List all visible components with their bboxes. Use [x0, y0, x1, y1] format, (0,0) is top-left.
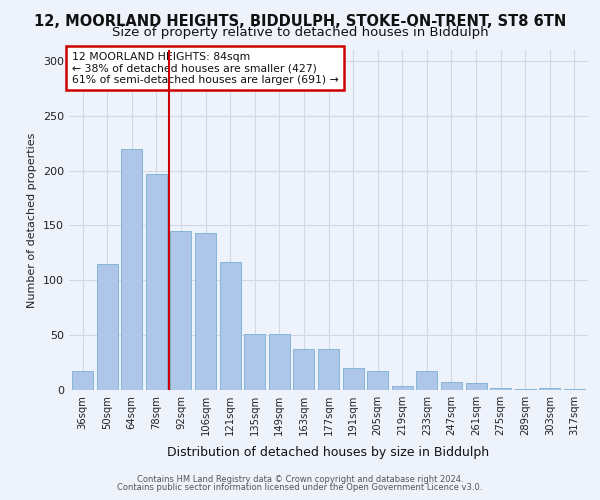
Bar	[269, 334, 290, 390]
Bar	[539, 388, 560, 390]
Text: Contains HM Land Registry data © Crown copyright and database right 2024.: Contains HM Land Registry data © Crown c…	[137, 475, 463, 484]
Bar	[367, 372, 388, 390]
Text: Size of property relative to detached houses in Biddulph: Size of property relative to detached ho…	[112, 26, 488, 39]
Y-axis label: Number of detached properties: Number of detached properties	[28, 132, 37, 308]
Bar	[72, 372, 93, 390]
Bar	[146, 174, 167, 390]
Bar	[490, 388, 511, 390]
Bar	[515, 389, 536, 390]
Text: 12, MOORLAND HEIGHTS, BIDDULPH, STOKE-ON-TRENT, ST8 6TN: 12, MOORLAND HEIGHTS, BIDDULPH, STOKE-ON…	[34, 14, 566, 29]
Bar	[170, 231, 191, 390]
Bar	[318, 350, 339, 390]
X-axis label: Distribution of detached houses by size in Biddulph: Distribution of detached houses by size …	[167, 446, 490, 460]
Bar	[97, 264, 118, 390]
Bar	[466, 384, 487, 390]
Bar	[220, 262, 241, 390]
Bar	[441, 382, 462, 390]
Bar	[121, 148, 142, 390]
Bar	[392, 386, 413, 390]
Bar	[416, 372, 437, 390]
Bar	[343, 368, 364, 390]
Text: Contains public sector information licensed under the Open Government Licence v3: Contains public sector information licen…	[118, 484, 482, 492]
Bar	[244, 334, 265, 390]
Bar	[293, 350, 314, 390]
Bar	[564, 389, 585, 390]
Bar	[195, 233, 216, 390]
Text: 12 MOORLAND HEIGHTS: 84sqm
← 38% of detached houses are smaller (427)
61% of sem: 12 MOORLAND HEIGHTS: 84sqm ← 38% of deta…	[71, 52, 338, 85]
